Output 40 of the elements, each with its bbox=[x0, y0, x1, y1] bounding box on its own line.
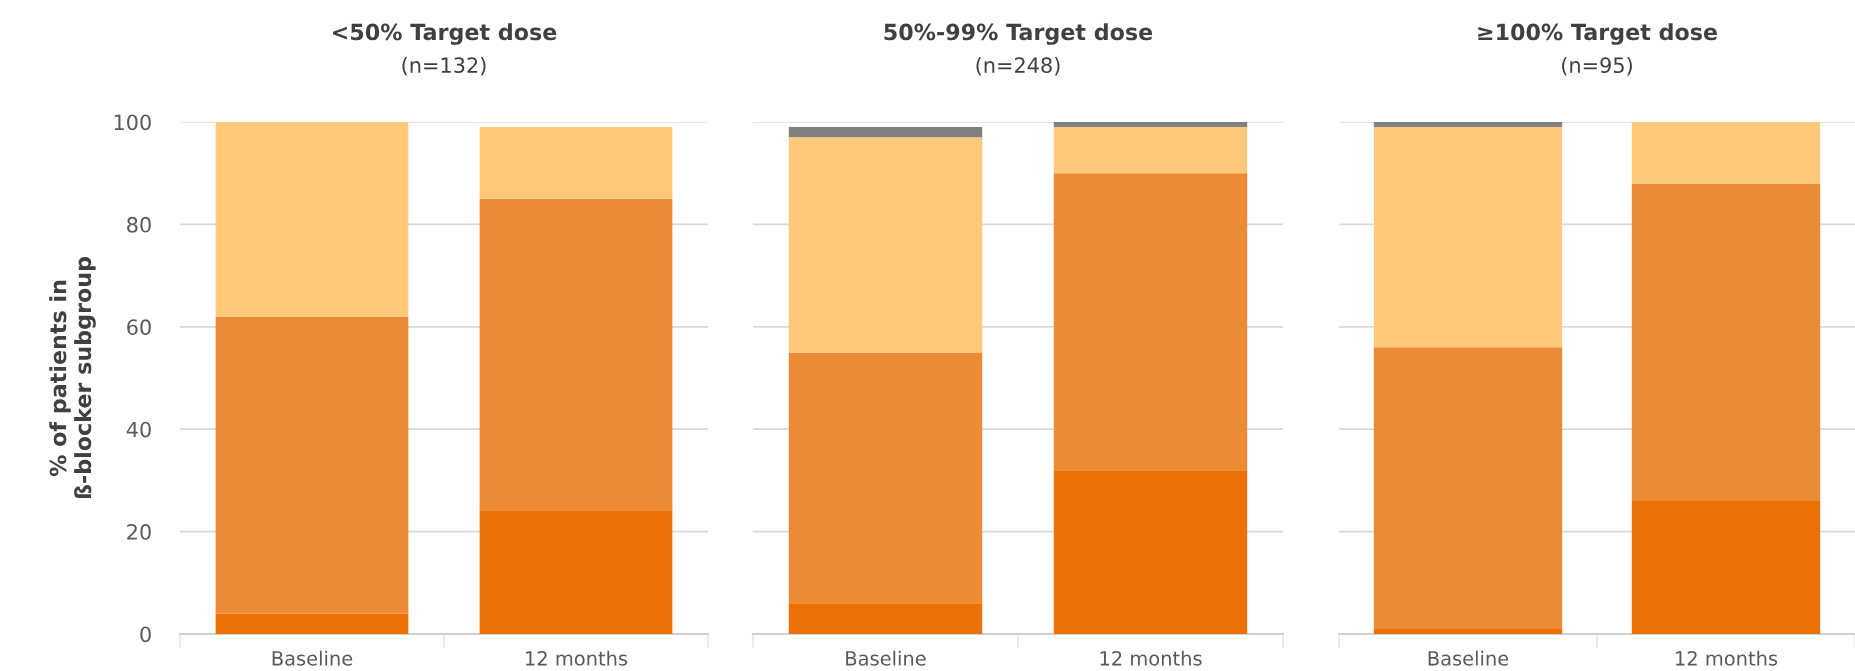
bar bbox=[215, 316, 409, 614]
chart-title: 50%-99% Target dose bbox=[884, 23, 1153, 45]
bar bbox=[215, 122, 409, 317]
bar bbox=[1631, 122, 1821, 184]
bar bbox=[1373, 347, 1563, 629]
bar bbox=[788, 127, 983, 138]
y-axis-title: % of patients in ß-blocker subgroup bbox=[49, 257, 96, 499]
bar bbox=[1053, 122, 1248, 128]
bar bbox=[1373, 628, 1563, 634]
chart-subtitle: (n=132) bbox=[402, 56, 486, 76]
chart-title: ≥100% Target dose bbox=[1478, 23, 1717, 45]
bar bbox=[1053, 470, 1248, 634]
bar bbox=[788, 352, 983, 604]
bar bbox=[479, 127, 673, 199]
bar bbox=[1053, 127, 1248, 174]
bar bbox=[1373, 122, 1563, 128]
x-tick-label: Baseline bbox=[272, 650, 353, 666]
y-tick-label: 80 bbox=[127, 216, 151, 233]
chart-subtitle: (n=95) bbox=[1562, 56, 1632, 76]
x-tick-label: Baseline bbox=[846, 650, 926, 666]
bar bbox=[1631, 500, 1821, 634]
bar bbox=[1373, 127, 1563, 348]
bar bbox=[1631, 183, 1821, 501]
y-tick-label: 60 bbox=[127, 319, 151, 336]
bar bbox=[788, 137, 983, 353]
x-tick-label: 12 months bbox=[1676, 650, 1778, 666]
bar bbox=[1053, 173, 1248, 471]
bar bbox=[479, 198, 673, 512]
y-tick-label: 0 bbox=[140, 626, 151, 643]
chart-title: <50% Target dose bbox=[333, 23, 557, 45]
bar bbox=[479, 511, 673, 634]
y-tick-label: 20 bbox=[127, 524, 151, 540]
x-tick-label: Baseline bbox=[1428, 650, 1509, 666]
bar bbox=[788, 603, 983, 634]
x-tick-label: 12 months bbox=[1100, 650, 1202, 666]
x-tick-label: 12 months bbox=[526, 650, 628, 666]
chart-subtitle: (n=248) bbox=[976, 56, 1060, 76]
bar bbox=[215, 613, 409, 634]
y-tick-label: 40 bbox=[126, 421, 151, 438]
y-tick-label: 100 bbox=[114, 114, 151, 131]
